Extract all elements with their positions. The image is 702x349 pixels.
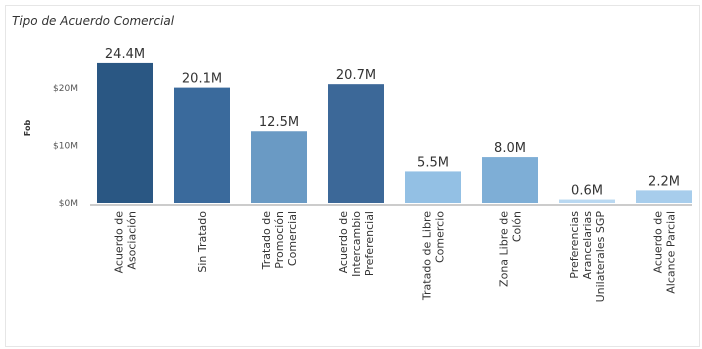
category-label: Sin Tratado — [196, 211, 209, 273]
category-label: Acuerdo de Alcance Parcial — [652, 211, 678, 294]
category-label: Zona Libre de Colón — [498, 211, 524, 287]
category-label-line: Sin Tratado — [196, 211, 209, 273]
category-label: Acuerdo de Intercambio Preferencial — [337, 211, 376, 277]
category-label-line: Comercial — [286, 211, 299, 266]
bar[interactable] — [251, 131, 307, 203]
category-label-line: Arancelarias — [581, 211, 594, 280]
category-label-line: Tratado de — [260, 211, 273, 271]
category-label: Tratado de Libre Comercio — [421, 211, 447, 301]
y-tick-label: $10M — [53, 142, 78, 152]
bar-value-label: 8.0M — [494, 141, 526, 156]
bar[interactable] — [636, 190, 692, 203]
category-label-line: Acuerdo de — [337, 211, 350, 274]
category-label-line: Asociación — [126, 211, 139, 270]
category-label-line: Intercambio — [350, 211, 363, 277]
y-tick-label: $20M — [53, 84, 78, 94]
category-label-line: Preferencias — [568, 211, 581, 279]
y-tick-label: $0M — [59, 199, 78, 209]
bar-value-label: 5.5M — [417, 155, 449, 170]
bar[interactable] — [482, 157, 538, 203]
bar-value-label: 20.1M — [182, 72, 222, 87]
category-label-line: Tratado de Libre — [421, 211, 434, 301]
bar-value-label: 0.6M — [571, 184, 603, 199]
bar[interactable] — [405, 171, 461, 203]
category-label-line: Comercio — [434, 211, 447, 263]
category-label-line: Zona Libre de — [498, 211, 511, 287]
bar-value-label: 2.2M — [648, 174, 680, 189]
bar-value-label: 24.4M — [105, 47, 145, 62]
bar[interactable] — [559, 199, 615, 203]
category-label-line: Unilaterales SGP — [594, 211, 607, 303]
category-label-line: Colón — [511, 211, 524, 242]
bar-value-label: 20.7M — [336, 68, 376, 83]
category-label-line: Promoción — [273, 211, 286, 269]
bar[interactable] — [97, 62, 153, 203]
bar[interactable] — [328, 84, 384, 203]
bar-value-label: 12.5M — [259, 115, 299, 130]
category-label-line: Acuerdo de — [652, 211, 665, 274]
category-label: Acuerdo de Asociación — [113, 211, 139, 274]
bar[interactable] — [174, 87, 230, 203]
category-label-line: Preferencial — [363, 211, 376, 276]
y-axis-label: Fob — [23, 120, 32, 137]
category-label: Preferencias Arancelarias Unilaterales SGP — [568, 211, 607, 303]
category-label-line: Alcance Parcial — [665, 211, 678, 294]
chart-title: Tipo de Acuerdo Comercial — [12, 14, 175, 28]
category-label: Tratado de Promoción Comercial — [260, 211, 299, 271]
category-label-line: Acuerdo de — [113, 211, 126, 274]
